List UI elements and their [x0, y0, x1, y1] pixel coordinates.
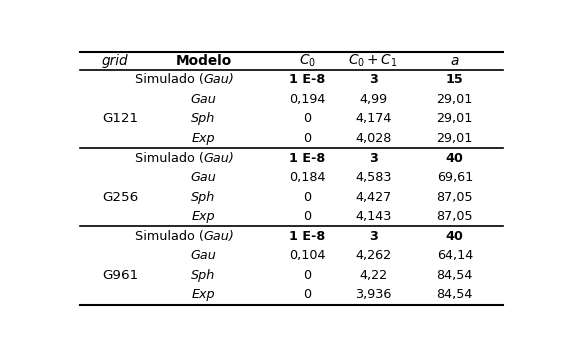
Text: 1 E-8: 1 E-8 — [289, 230, 325, 243]
Text: 4,262: 4,262 — [355, 249, 391, 262]
Text: 40: 40 — [446, 230, 464, 243]
Text: 0: 0 — [303, 112, 311, 126]
Text: Simulado (: Simulado ( — [169, 73, 238, 86]
Text: Simulado (: Simulado ( — [134, 151, 204, 165]
Text: 40: 40 — [446, 151, 464, 165]
Text: 0: 0 — [303, 288, 311, 302]
Text: 0,184: 0,184 — [289, 171, 325, 184]
Text: G121: G121 — [102, 112, 138, 126]
Text: Exp: Exp — [192, 132, 215, 145]
Text: 3: 3 — [369, 73, 378, 86]
Text: 4,028: 4,028 — [355, 132, 391, 145]
Text: Simulado (: Simulado ( — [134, 230, 204, 243]
Text: Sph: Sph — [191, 191, 216, 204]
Text: 0: 0 — [303, 269, 311, 282]
Text: Exp: Exp — [192, 210, 215, 223]
Text: $C_0$: $C_0$ — [299, 52, 315, 69]
Text: $C_0+C_1$: $C_0+C_1$ — [348, 52, 398, 69]
Text: 87,05: 87,05 — [436, 210, 473, 223]
Text: Simulado (: Simulado ( — [169, 230, 238, 243]
Text: 64,14: 64,14 — [436, 249, 473, 262]
Text: Gau: Gau — [191, 171, 216, 184]
Text: 69,61: 69,61 — [436, 171, 473, 184]
Text: 1 E-8: 1 E-8 — [289, 73, 325, 86]
Text: 4,174: 4,174 — [355, 112, 391, 126]
Text: 4,99: 4,99 — [359, 93, 387, 106]
Text: 29,01: 29,01 — [436, 132, 473, 145]
Text: 29,01: 29,01 — [436, 112, 473, 126]
Text: 0,194: 0,194 — [289, 93, 325, 106]
Text: 4,583: 4,583 — [355, 171, 391, 184]
Text: 87,05: 87,05 — [436, 191, 473, 204]
Text: 4,427: 4,427 — [355, 191, 391, 204]
Text: Sph: Sph — [191, 112, 216, 126]
Text: Sph: Sph — [191, 269, 216, 282]
Text: Simulado (: Simulado ( — [169, 151, 238, 165]
Text: Exp: Exp — [192, 288, 215, 302]
Text: 4,22: 4,22 — [359, 269, 387, 282]
Text: Gau: Gau — [191, 93, 216, 106]
Text: 1 E-8: 1 E-8 — [289, 151, 325, 165]
Text: 3: 3 — [369, 230, 378, 243]
Text: 0: 0 — [303, 132, 311, 145]
Text: 3,936: 3,936 — [355, 288, 391, 302]
Text: G256: G256 — [102, 191, 138, 204]
Text: 0,104: 0,104 — [289, 249, 325, 262]
Text: 0: 0 — [303, 191, 311, 204]
Text: 29,01: 29,01 — [436, 93, 473, 106]
Text: 3: 3 — [369, 151, 378, 165]
Text: grid: grid — [102, 54, 129, 68]
Text: Modelo: Modelo — [175, 54, 232, 68]
Text: Gau): Gau) — [204, 151, 234, 165]
Text: 84,54: 84,54 — [436, 269, 473, 282]
Text: 15: 15 — [446, 73, 464, 86]
Text: Gau: Gau — [191, 249, 216, 262]
Text: Gau): Gau) — [204, 230, 234, 243]
Text: 84,54: 84,54 — [436, 288, 473, 302]
Text: 0: 0 — [303, 210, 311, 223]
Text: G961: G961 — [102, 269, 138, 282]
Text: Gau): Gau) — [204, 73, 234, 86]
Text: Simulado (: Simulado ( — [134, 73, 204, 86]
Text: 4,143: 4,143 — [355, 210, 391, 223]
Text: $a$: $a$ — [450, 54, 460, 68]
